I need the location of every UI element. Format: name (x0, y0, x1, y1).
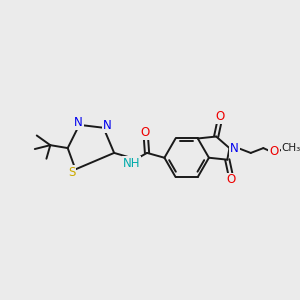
Text: N: N (230, 142, 239, 154)
Text: O: O (215, 110, 225, 123)
Text: S: S (68, 166, 75, 179)
Text: N: N (74, 116, 83, 129)
Text: O: O (140, 126, 150, 139)
Text: O: O (226, 173, 236, 187)
Text: NH: NH (123, 157, 140, 170)
Text: CH₃: CH₃ (282, 143, 300, 153)
Text: N: N (103, 119, 112, 132)
Text: O: O (269, 146, 279, 158)
